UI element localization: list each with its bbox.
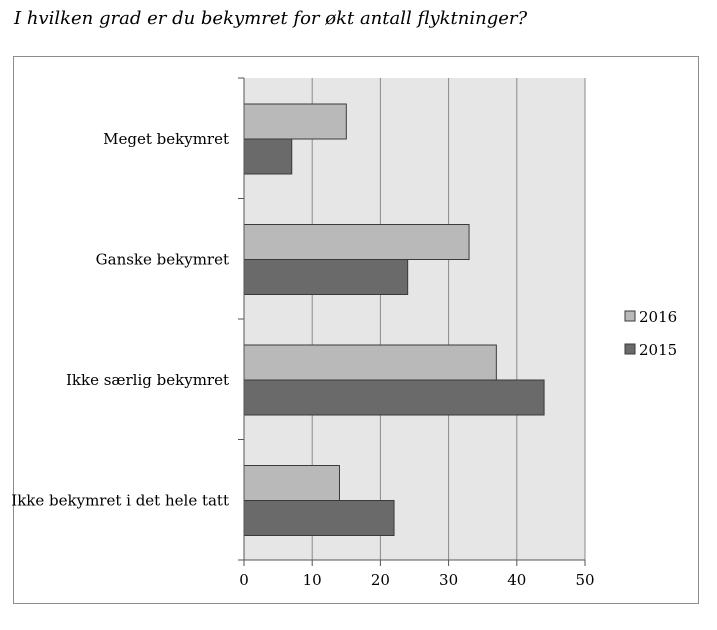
x-tick-label: 30 — [439, 571, 458, 589]
bar-2015 — [243, 259, 409, 295]
bar-2016 — [243, 465, 340, 501]
category-label: Meget bekymret — [103, 130, 229, 148]
x-tick-label: 10 — [303, 571, 322, 589]
x-tick-label: 0 — [239, 571, 249, 589]
bar-2016 — [243, 344, 497, 381]
legend-label: 2015 — [639, 341, 677, 359]
bar-2015 — [243, 500, 395, 536]
legend-swatch-2016 — [624, 310, 636, 322]
chart-title: I hvilken grad er du bekymret for økt an… — [14, 8, 528, 29]
bar-2015 — [243, 138, 293, 175]
category-label: Ikke særlig bekymret — [66, 371, 229, 389]
legend-label: 2016 — [639, 308, 677, 326]
bar-2016 — [243, 224, 470, 260]
x-tick-label: 50 — [575, 571, 594, 589]
category-label: Ganske bekymret — [96, 251, 229, 269]
legend-swatch-2015 — [624, 343, 636, 355]
category-label: Ikke bekymret i det hele tatt — [11, 492, 229, 510]
x-tick-label: 20 — [371, 571, 390, 589]
x-tick-label: 40 — [507, 571, 526, 589]
bar-2016 — [243, 103, 347, 140]
bar-2015 — [243, 379, 545, 416]
